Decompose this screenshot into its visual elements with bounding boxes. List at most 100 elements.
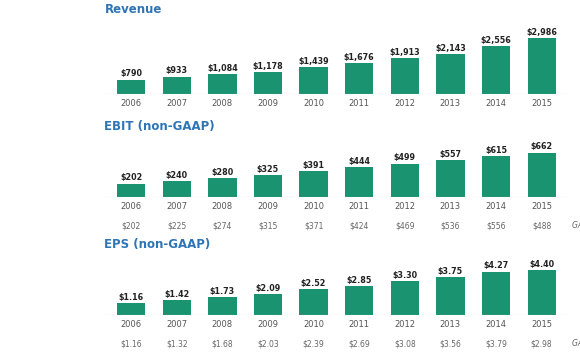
Text: GAAP EBIT: GAAP EBIT xyxy=(572,221,580,231)
Text: 2011: 2011 xyxy=(349,319,369,329)
Text: 2006: 2006 xyxy=(121,319,142,329)
Text: 2014: 2014 xyxy=(485,99,506,108)
Text: $1,084: $1,084 xyxy=(207,64,238,73)
Text: $556: $556 xyxy=(486,221,506,231)
Text: 2015: 2015 xyxy=(531,99,552,108)
Bar xyxy=(254,72,282,94)
Text: 2014: 2014 xyxy=(485,202,506,211)
Text: $2.03: $2.03 xyxy=(257,339,279,348)
Text: $557: $557 xyxy=(440,150,462,158)
Text: $1.42: $1.42 xyxy=(164,291,190,299)
Text: 2011: 2011 xyxy=(349,202,369,211)
Text: $1.32: $1.32 xyxy=(166,339,187,348)
Text: 2007: 2007 xyxy=(166,99,187,108)
Text: 2009: 2009 xyxy=(258,202,278,211)
Text: $1,439: $1,439 xyxy=(298,57,329,66)
Text: $3.56: $3.56 xyxy=(440,339,461,348)
Text: $790: $790 xyxy=(120,69,142,78)
Text: 2007: 2007 xyxy=(166,319,187,329)
Text: $1,676: $1,676 xyxy=(344,53,375,61)
Text: $444: $444 xyxy=(348,157,370,166)
Bar xyxy=(254,175,282,197)
Text: EPS (non-GAAP): EPS (non-GAAP) xyxy=(104,238,211,251)
Bar xyxy=(391,163,419,197)
Text: 2006: 2006 xyxy=(121,99,142,108)
Text: CAGR: CAGR xyxy=(35,140,67,150)
Bar xyxy=(117,303,145,315)
Text: $1,178: $1,178 xyxy=(253,62,284,71)
Text: $2,556: $2,556 xyxy=(481,36,512,45)
Bar xyxy=(345,63,374,94)
Text: $315: $315 xyxy=(258,221,278,231)
Text: 2007: 2007 xyxy=(166,202,187,211)
Text: $2.98: $2.98 xyxy=(531,339,553,348)
Bar xyxy=(391,59,419,94)
Text: $3.08: $3.08 xyxy=(394,339,416,348)
Text: $933: $933 xyxy=(166,66,188,76)
Bar xyxy=(482,271,510,315)
Bar xyxy=(528,152,556,197)
Bar xyxy=(254,294,282,315)
Text: 2012: 2012 xyxy=(394,99,415,108)
Text: $280: $280 xyxy=(211,168,234,177)
Text: 2010: 2010 xyxy=(303,99,324,108)
Text: 2013: 2013 xyxy=(440,99,461,108)
Bar xyxy=(436,160,465,197)
Text: $3.75: $3.75 xyxy=(438,267,463,276)
Text: Non-GAAP EPS: Non-GAAP EPS xyxy=(10,277,91,287)
Text: $1.16: $1.16 xyxy=(118,293,144,302)
Text: $2.09: $2.09 xyxy=(255,283,281,293)
Bar xyxy=(299,67,328,94)
Text: 2015: 2015 xyxy=(531,319,552,329)
Text: $662: $662 xyxy=(531,143,553,151)
Text: 2012: 2012 xyxy=(394,319,415,329)
Bar xyxy=(482,156,510,197)
Text: $536: $536 xyxy=(441,221,460,231)
Text: GAAP EPS: GAAP EPS xyxy=(572,339,580,348)
Bar xyxy=(391,281,419,315)
Bar xyxy=(208,74,237,94)
Bar xyxy=(436,277,465,315)
Text: 2009: 2009 xyxy=(258,99,278,108)
Text: $615: $615 xyxy=(485,146,507,155)
Bar xyxy=(299,289,328,315)
Text: 2010: 2010 xyxy=(303,202,324,211)
Text: $202: $202 xyxy=(122,221,141,231)
Text: Revenue: Revenue xyxy=(104,3,162,16)
Text: 14.1%: 14.1% xyxy=(8,187,94,211)
Bar xyxy=(208,178,237,197)
Text: $240: $240 xyxy=(166,171,188,180)
Text: CAGR: CAGR xyxy=(35,34,67,44)
Bar xyxy=(162,181,191,197)
Text: $424: $424 xyxy=(350,221,369,231)
Text: $2.39: $2.39 xyxy=(303,339,324,348)
Bar xyxy=(162,77,191,94)
Text: $325: $325 xyxy=(257,165,279,174)
Text: $202: $202 xyxy=(120,173,142,183)
Text: 2006: 2006 xyxy=(121,202,142,211)
Text: $1.73: $1.73 xyxy=(210,287,235,296)
Text: $4.40: $4.40 xyxy=(529,260,554,269)
Bar xyxy=(162,300,191,315)
Text: $225: $225 xyxy=(167,221,186,231)
Text: 16.0%: 16.0% xyxy=(8,305,94,329)
Text: 2011: 2011 xyxy=(349,99,369,108)
Text: CAGR: CAGR xyxy=(35,258,67,268)
Bar xyxy=(345,286,374,315)
Bar xyxy=(208,297,237,315)
Bar xyxy=(299,171,328,197)
Text: $2.52: $2.52 xyxy=(301,279,327,288)
Text: $499: $499 xyxy=(394,154,416,162)
Text: 2013: 2013 xyxy=(440,202,461,211)
Text: $3.30: $3.30 xyxy=(392,271,418,280)
Bar xyxy=(117,184,145,197)
Text: 2010: 2010 xyxy=(303,319,324,329)
Text: 2009: 2009 xyxy=(258,319,278,329)
Text: Non-GAAP EBIT: Non-GAAP EBIT xyxy=(9,159,92,169)
Text: 2008: 2008 xyxy=(212,319,233,329)
Bar xyxy=(528,38,556,94)
Text: $2.85: $2.85 xyxy=(346,276,372,285)
Text: $2,986: $2,986 xyxy=(526,28,557,37)
Bar xyxy=(345,167,374,197)
Bar xyxy=(528,270,556,315)
